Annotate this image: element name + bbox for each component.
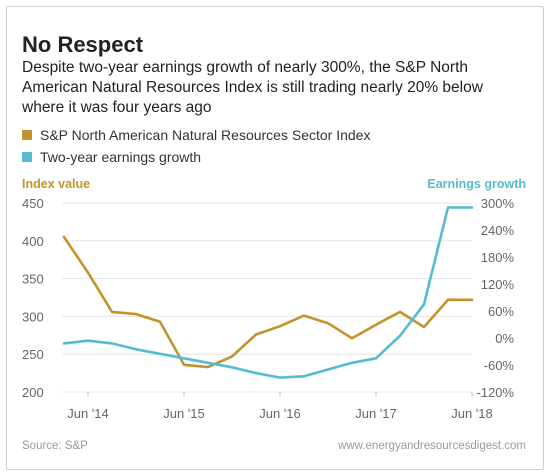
right-axis-title: Earnings growth — [427, 177, 526, 191]
chart-title: No Respect — [22, 32, 144, 57]
x-tick-label: Jun '18 — [451, 406, 493, 421]
left-tick-label: 250 — [22, 347, 44, 362]
left-axis-title: Index value — [22, 177, 91, 191]
right-tick-label: 60% — [488, 304, 514, 319]
legend-item-index: S&P North American Natural Resources Sec… — [22, 124, 370, 146]
series-lines — [62, 206, 474, 379]
right-tick-label: 0% — [495, 331, 514, 346]
legend-label-index: S&P North American Natural Resources Sec… — [40, 127, 371, 143]
website-credit: www.energyandresourcesdigest.com — [338, 440, 526, 452]
left-tick-label: 200 — [22, 385, 44, 400]
right-tick-label: 180% — [481, 250, 515, 265]
earnings-growth-line — [62, 206, 474, 379]
legend-label-earnings: Two-year earnings growth — [40, 149, 202, 165]
x-tick-label: Jun '15 — [163, 406, 205, 421]
chart-subtitle: Despite two-year earnings growth of near… — [22, 59, 483, 116]
right-tick-label: 300% — [481, 196, 515, 211]
right-axis-ticks: -120% -60% 0% 60% 120% 180% 240% 300% — [476, 196, 514, 400]
right-tick-label: -60% — [484, 358, 515, 373]
left-tick-label: 450 — [22, 196, 44, 211]
right-tick-label: -120% — [476, 385, 514, 400]
legend-swatch-index — [22, 130, 32, 140]
gridlines — [62, 202, 472, 393]
legend: S&P North American Natural Resources Sec… — [22, 124, 370, 168]
right-tick-label: 120% — [481, 277, 515, 292]
left-tick-label: 350 — [22, 272, 44, 287]
left-tick-label: 300 — [22, 309, 44, 324]
index-value-line — [62, 235, 474, 369]
chart-frame — [6, 6, 544, 470]
legend-item-earnings: Two-year earnings growth — [22, 146, 370, 168]
legend-swatch-earnings — [22, 152, 32, 162]
x-tick-label: Jun '16 — [259, 406, 301, 421]
right-tick-label: 240% — [481, 223, 515, 238]
x-tick-label: Jun '14 — [67, 406, 109, 421]
left-tick-label: 400 — [22, 234, 44, 249]
source-note: Source: S&P — [22, 440, 88, 452]
x-axis-ticks: Jun '14 Jun '15 Jun '16 Jun '17 Jun '18 — [67, 392, 493, 421]
x-tick-label: Jun '17 — [355, 406, 397, 421]
left-axis-ticks: 200 250 300 350 400 450 — [22, 196, 44, 400]
